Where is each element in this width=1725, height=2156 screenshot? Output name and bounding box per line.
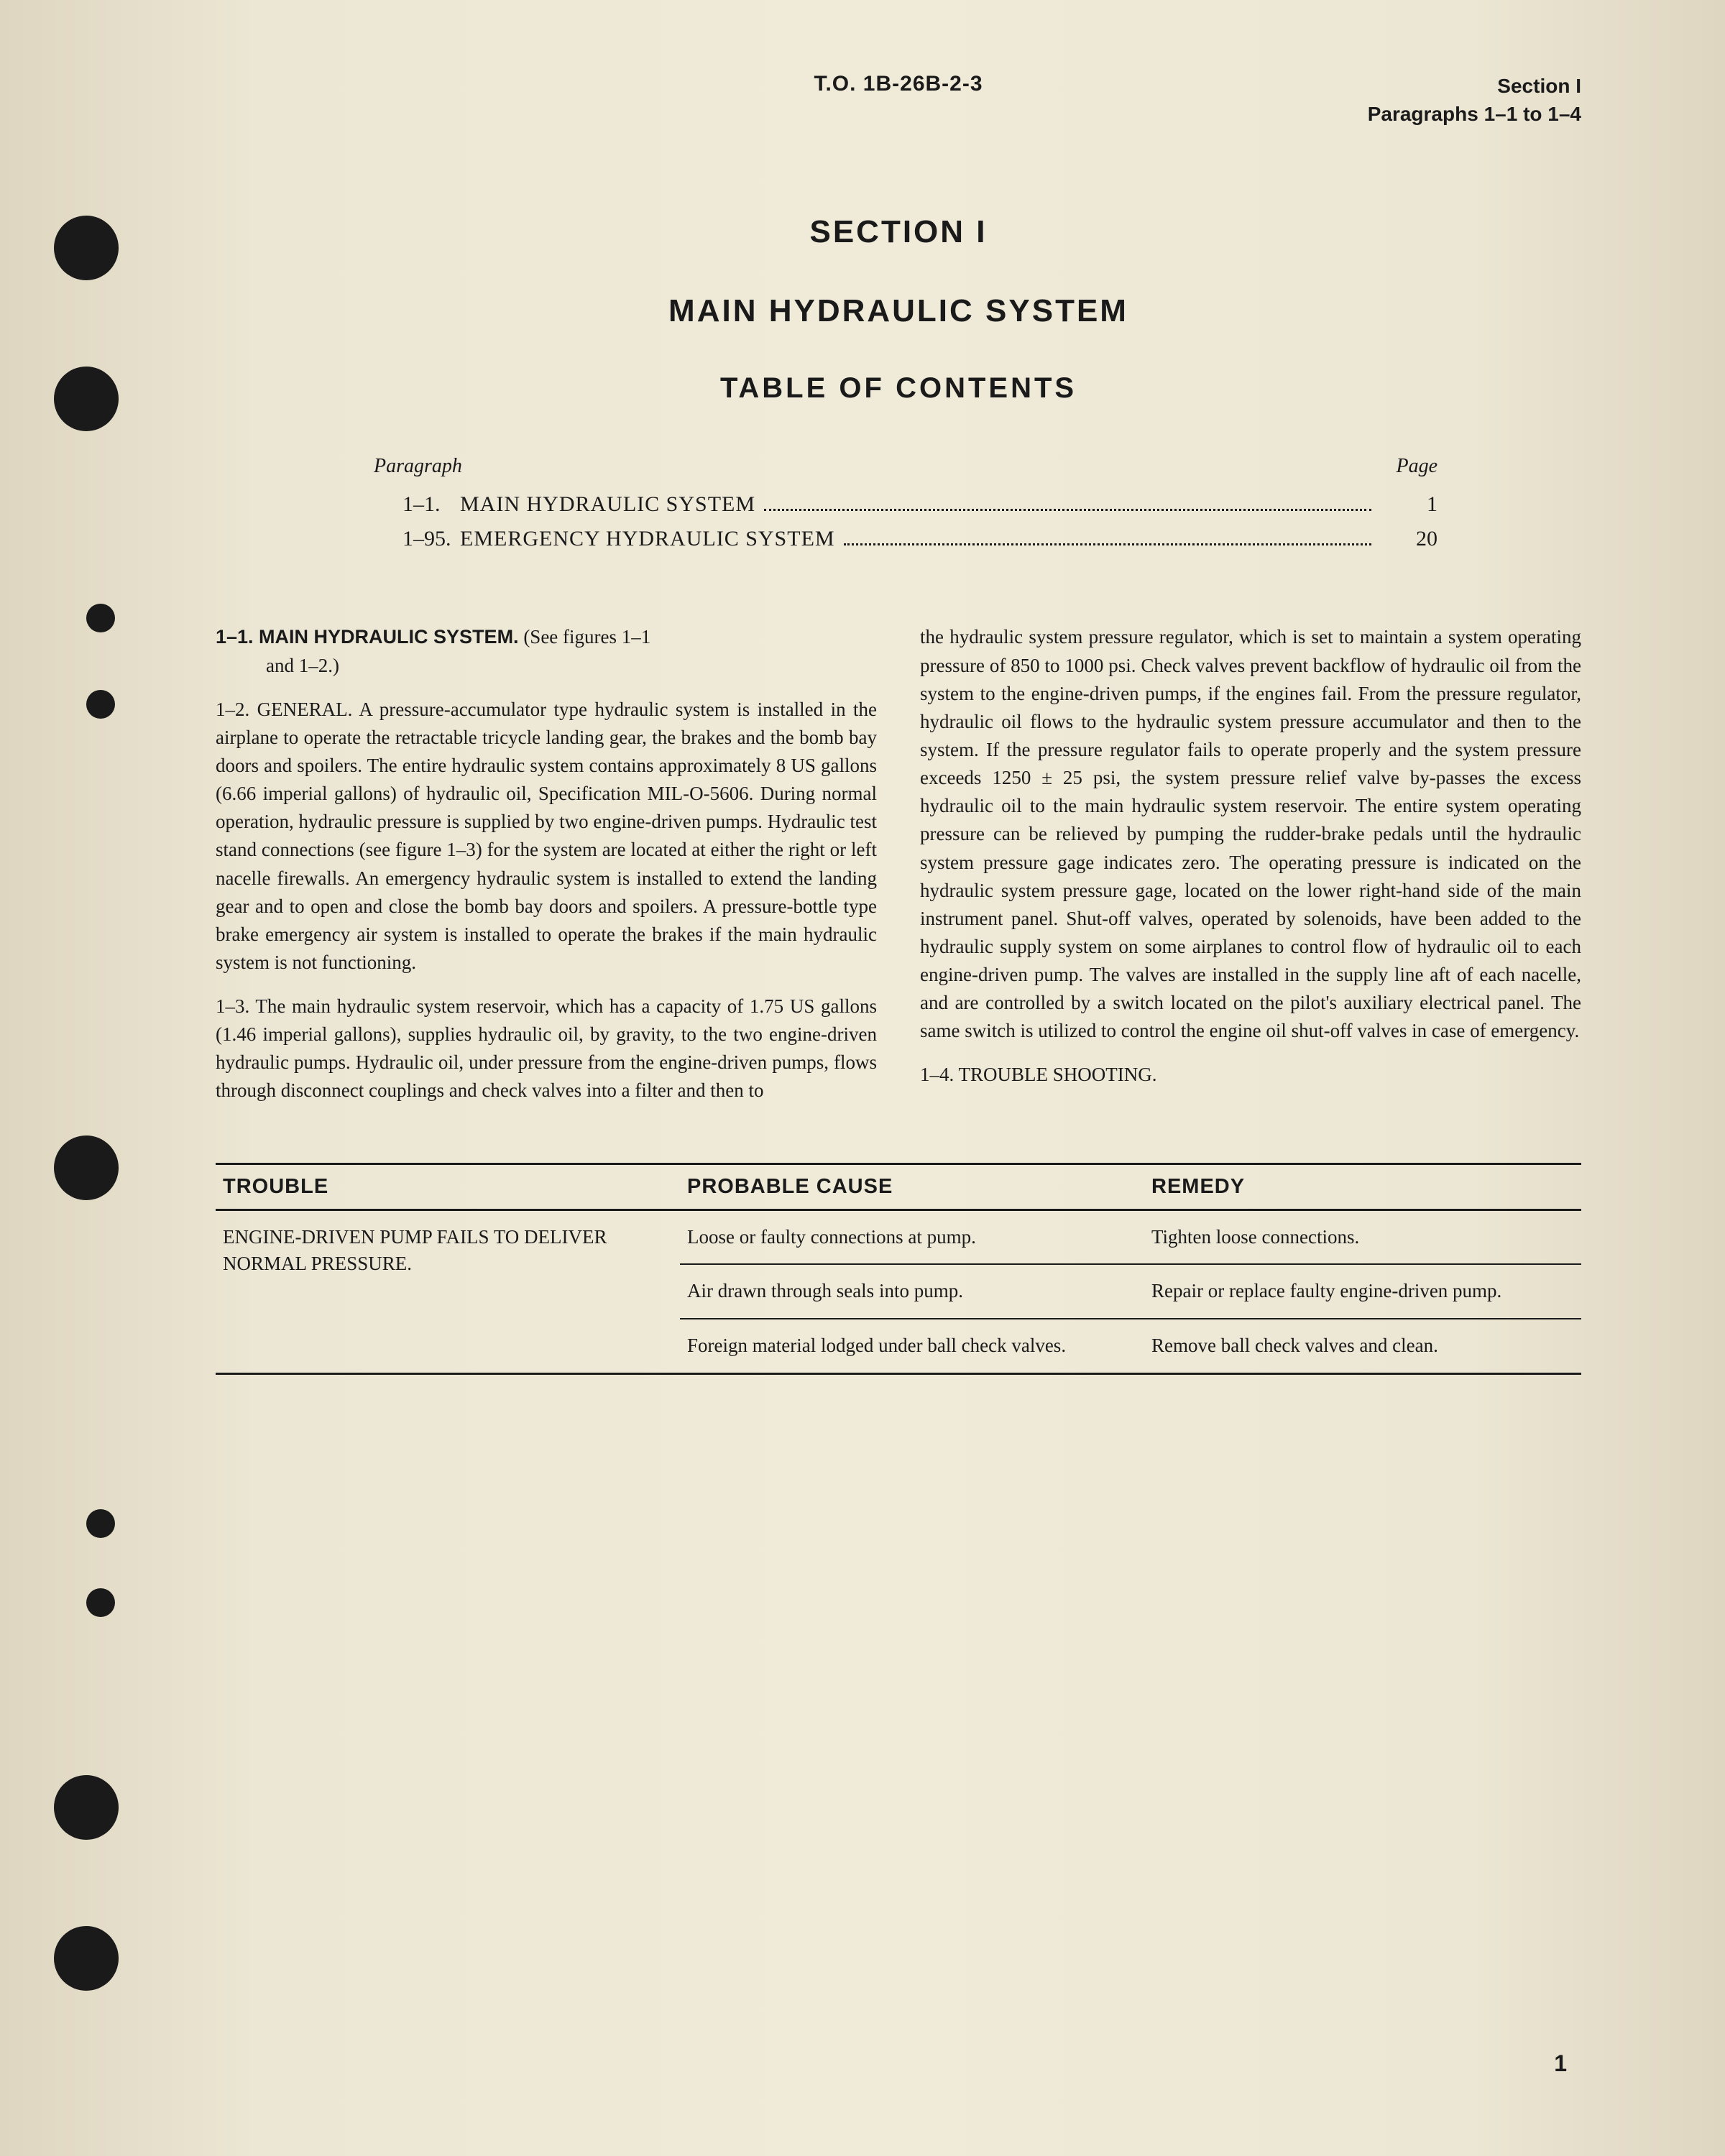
para-heading-1-1: 1–1. MAIN HYDRAULIC SYSTEM. — [216, 626, 519, 648]
punch-hole — [54, 1135, 119, 1200]
th-remedy: REMEDY — [1144, 1164, 1581, 1210]
toc-row-number: 1–95. — [359, 527, 460, 551]
cell-trouble: ENGINE-DRIVEN PUMP FAILS TO DELIVER NORM… — [216, 1210, 680, 1373]
toc-row: 1–1. MAIN HYDRAULIC SYSTEM 1 — [359, 492, 1438, 517]
body-column-right: the hydraulic system pressure regulator,… — [920, 623, 1581, 1105]
toc-header-paragraph: Paragraph — [374, 455, 462, 478]
cell-cause: Foreign material lodged under ball check… — [680, 1319, 1144, 1373]
cell-remedy: Repair or replace faulty engine-driven p… — [1144, 1264, 1581, 1319]
paragraph-1-2: 1–2. GENERAL. A pressure-accumulator typ… — [216, 696, 877, 977]
binder-punch-holes — [43, 0, 129, 2156]
header-section-label: Section I — [1172, 72, 1581, 100]
table-of-contents: Paragraph Page 1–1. MAIN HYDRAULIC SYSTE… — [359, 455, 1438, 551]
table-body: ENGINE-DRIVEN PUMP FAILS TO DELIVER NORM… — [216, 1210, 1581, 1373]
toc-heading: TABLE OF CONTENTS — [216, 372, 1581, 405]
th-cause: PROBABLE CAUSE — [680, 1164, 1144, 1210]
table-header-row: TROUBLE PROBABLE CAUSE REMEDY — [216, 1164, 1581, 1210]
header-section-info: Section I Paragraphs 1–1 to 1–4 — [1172, 72, 1581, 128]
paragraph-1-3a: 1–3. The main hydraulic system reservoir… — [216, 992, 877, 1105]
header-paragraph-range: Paragraphs 1–1 to 1–4 — [1172, 100, 1581, 128]
document-number: T.O. 1B-26B-2-3 — [625, 72, 1172, 96]
toc-column-headers: Paragraph Page — [359, 455, 1438, 478]
toc-header-page: Page — [1396, 455, 1438, 478]
toc-row-label: MAIN HYDRAULIC SYSTEM — [460, 492, 755, 517]
toc-row-page: 20 — [1380, 527, 1438, 551]
table-head: TROUBLE PROBABLE CAUSE REMEDY — [216, 1164, 1581, 1210]
paragraph-1-4: 1–4. TROUBLE SHOOTING. — [920, 1061, 1581, 1089]
punch-mark — [86, 604, 115, 632]
toc-leader-dots — [764, 509, 1371, 511]
punch-hole — [54, 367, 119, 431]
cell-cause: Air drawn through seals into pump. — [680, 1264, 1144, 1319]
toc-row: 1–95. EMERGENCY HYDRAULIC SYSTEM 20 — [359, 527, 1438, 551]
paragraph-1-3b: the hydraulic system pressure regulator,… — [920, 623, 1581, 1045]
troubleshooting-table: TROUBLE PROBABLE CAUSE REMEDY ENGINE-DRI… — [216, 1163, 1581, 1375]
punch-mark — [86, 1509, 115, 1538]
paragraph-1-1: 1–1. MAIN HYDRAULIC SYSTEM. (See figures… — [216, 623, 877, 679]
page-number: 1 — [1554, 2050, 1567, 2077]
punch-mark — [86, 690, 115, 719]
toc-leader-dots — [844, 543, 1371, 545]
cell-remedy: Remove ball check valves and clean. — [1144, 1319, 1581, 1373]
section-heading: SECTION I — [216, 214, 1581, 250]
punch-hole — [54, 216, 119, 280]
punch-hole — [54, 1926, 119, 1991]
document-page: T.O. 1B-26B-2-3 Section I Paragraphs 1–1… — [0, 0, 1725, 2156]
page-header: T.O. 1B-26B-2-3 Section I Paragraphs 1–1… — [216, 72, 1581, 128]
toc-row-page: 1 — [1380, 492, 1438, 517]
cell-remedy: Tighten loose connections. — [1144, 1210, 1581, 1264]
body-two-column: 1–1. MAIN HYDRAULIC SYSTEM. (See figures… — [216, 623, 1581, 1105]
para-1-1-continuation: and 1–2.) — [216, 652, 877, 680]
main-heading: MAIN HYDRAULIC SYSTEM — [216, 293, 1581, 329]
toc-row-label: EMERGENCY HYDRAULIC SYSTEM — [460, 527, 835, 551]
table-row: ENGINE-DRIVEN PUMP FAILS TO DELIVER NORM… — [216, 1210, 1581, 1264]
th-trouble: TROUBLE — [216, 1164, 680, 1210]
punch-hole — [54, 1775, 119, 1840]
punch-mark — [86, 1588, 115, 1617]
body-column-left: 1–1. MAIN HYDRAULIC SYSTEM. (See figures… — [216, 623, 877, 1105]
para-1-1-tail: (See figures 1–1 — [519, 626, 651, 648]
cell-cause: Loose or faulty connections at pump. — [680, 1210, 1144, 1264]
toc-row-number: 1–1. — [359, 492, 460, 517]
